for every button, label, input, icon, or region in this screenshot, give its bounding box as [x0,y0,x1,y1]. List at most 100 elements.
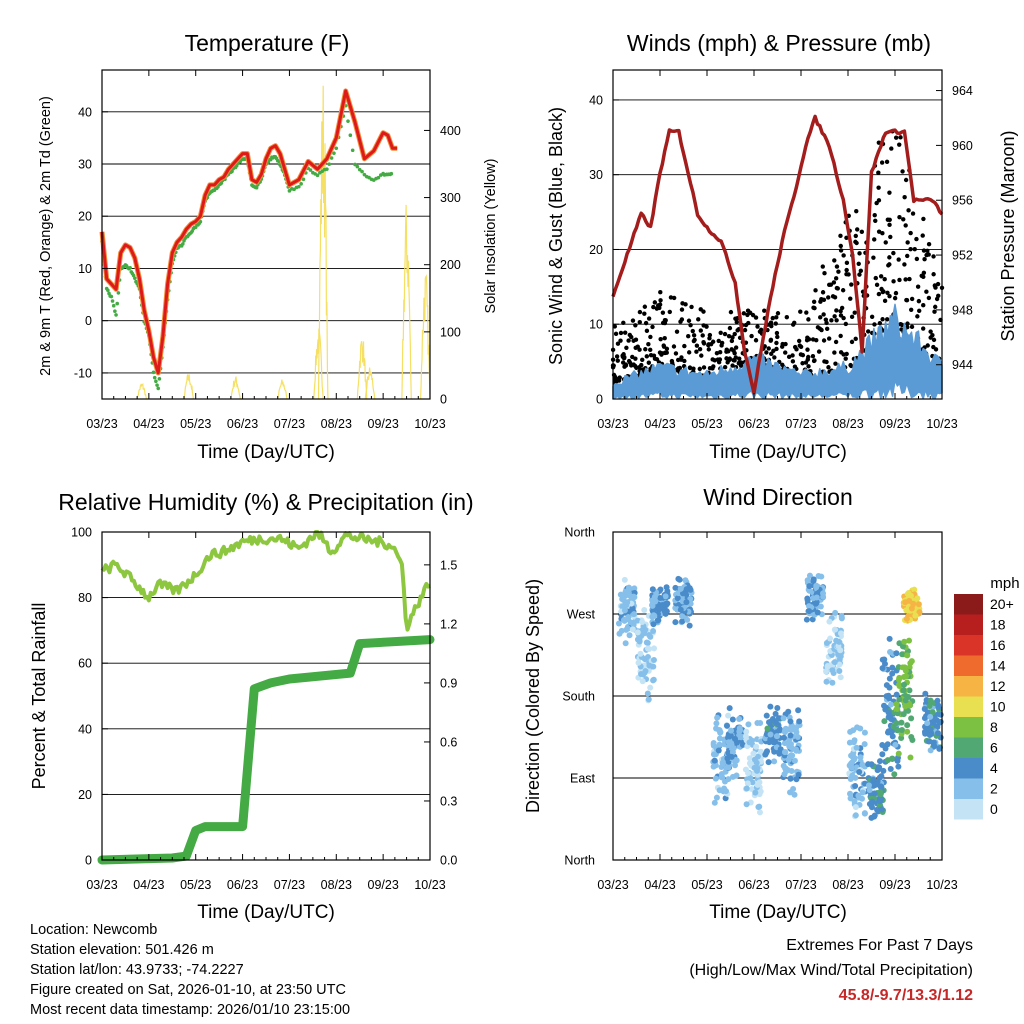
gust-point [701,365,707,370]
wind-xtick-label: 04/23 [644,417,675,431]
direction-point [836,638,843,645]
gust-point [887,293,892,299]
gust-point [822,359,827,364]
precip-y2tick-label: 1.5 [440,558,457,572]
gust-point [635,344,640,349]
gust-point [643,347,648,352]
direction-point [674,595,681,602]
gust-point [834,264,840,269]
gust-point [900,169,905,174]
gust-point [790,359,796,364]
gust-point [922,256,927,262]
gust-point [753,338,759,343]
direction-point [793,747,800,754]
direction-point [921,715,928,722]
extremes-box: Extremes For Past 7 Days (High/Low/Max W… [689,933,973,1008]
gust-point [646,316,652,321]
winds-axis-ticks: 0 10 20 30 40 944 948 952 956 960 964 03/23 04/23 05/… [589,70,973,431]
direction-point [679,618,686,625]
gust-point [896,257,901,262]
direction-point [743,801,750,808]
gust-point [722,365,728,370]
gust-point [717,357,723,362]
gust-point [686,333,691,339]
direction-point [886,635,893,642]
gust-point [683,302,688,307]
direction-point [927,726,934,733]
winds-pressure-panel: Winds (mph) & Pressure (mb) 0 10 20 30 40 944… [546,30,1018,463]
direction-point [683,586,690,593]
wind-xtick-label: 09/23 [879,417,910,431]
direction-point [838,612,845,619]
dewpoint-point [301,177,306,182]
gust-point [914,236,919,242]
direction-point [639,618,646,625]
direction-point [631,594,638,601]
gust-point [724,347,729,352]
direction-point [906,637,913,644]
gust-point [618,338,623,343]
gust-point [624,345,629,350]
gust-point [839,305,845,311]
dir-xtick-label: 03/23 [597,878,628,892]
rh-ytick-label: 0 [85,854,92,868]
gust-point [823,317,829,322]
dewpoint-point [355,164,360,169]
gust-point [818,299,823,304]
gust-point [833,339,839,345]
direction-point [903,615,910,622]
direction-point [631,585,638,592]
rh-xtick-label: 10/23 [414,878,445,892]
direction-point [911,586,918,593]
legend-title: mph [990,575,1019,592]
rh-xtick-label: 09/23 [368,878,399,892]
dir-xtick-label: 05/23 [691,878,722,892]
gust-point [686,318,692,323]
temperature-panel: Temperature (F) -10010203040010020030040… [38,30,499,463]
gust-point [818,315,823,320]
direction-point [881,718,888,725]
gust-point [696,317,701,322]
dewpoint-point [332,151,336,156]
direction-point [724,722,731,729]
direction-point [647,684,654,691]
gust-point [626,358,632,364]
gust-point [899,322,905,328]
wind-xtick-label: 03/23 [597,417,628,431]
direction-point [874,767,881,774]
winds-xlabel: Time (Day/UTC) [709,442,847,463]
gust-point [909,324,915,330]
direction-point [716,741,723,748]
gust-point [630,318,636,323]
legend-swatch [954,717,983,738]
temperature-series [99,88,398,391]
direction-point [815,573,822,580]
gust-point [889,146,894,151]
direction-point [908,733,915,740]
direction-point [886,675,893,682]
dewpoint-point [193,225,198,230]
temperature-ylabel: 2m & 9m T (Red, Orange) & 2m Td (Green) [38,96,54,376]
gust-point [786,354,792,360]
direction-point [902,703,909,710]
dewpoint-point [346,119,350,123]
direction-point [894,727,901,734]
direction-point [728,753,735,760]
direction-point [716,787,723,794]
direction-point [806,583,813,590]
direction-point [743,728,750,735]
direction-point [859,789,866,796]
direction-point [873,781,880,788]
gust-point [907,276,912,282]
dewpoint-point [362,172,367,177]
humidity-precip-panel: Relative Humidity (%) & Precipitation (i… [29,489,474,923]
dewpoint-point [110,299,115,303]
direction-point [896,683,903,690]
direction-point [846,739,853,746]
gust-point [877,321,883,326]
gust-point [876,185,881,190]
gust-point [828,282,834,287]
direction-point [725,734,732,741]
direction-point [892,741,899,748]
rh-xtick-label: 08/23 [321,878,352,892]
